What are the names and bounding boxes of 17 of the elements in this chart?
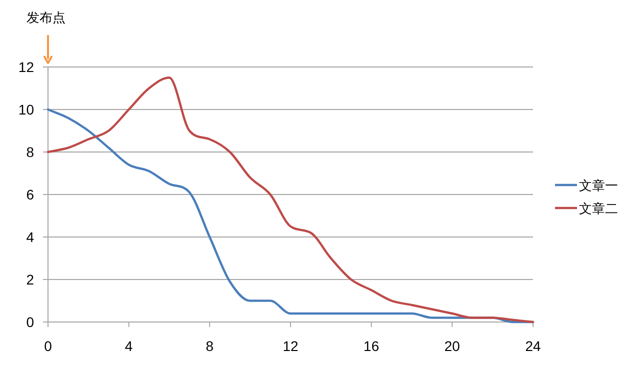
y-tick-label: 10 (18, 102, 34, 118)
x-tick-label: 0 (44, 338, 52, 354)
y-tick-label: 8 (26, 144, 34, 160)
y-tick-label: 6 (26, 186, 34, 202)
x-tick-label: 20 (444, 338, 460, 354)
x-tick-label: 8 (206, 338, 214, 354)
x-tick-label: 12 (282, 338, 298, 354)
legend-label: 文章二 (579, 201, 618, 216)
y-tick-label: 2 (26, 272, 34, 288)
y-tick-label: 0 (26, 314, 34, 330)
y-tick-label: 4 (26, 229, 34, 245)
x-tick-label: 24 (525, 338, 541, 354)
x-tick-label: 4 (124, 338, 133, 354)
legend-label: 文章一 (579, 178, 618, 193)
x-tick-label: 16 (364, 338, 380, 354)
y-tick-label: 12 (18, 59, 34, 75)
text: 发布点 (26, 10, 66, 25)
